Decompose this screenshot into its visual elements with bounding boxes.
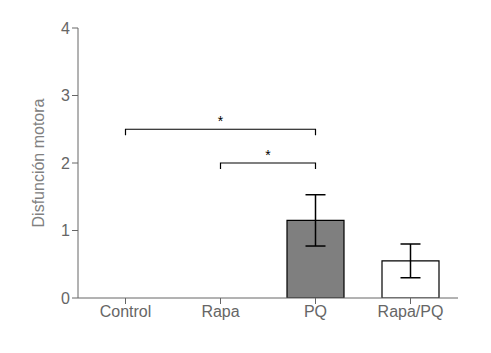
svg-text:4: 4 <box>61 20 70 37</box>
svg-text:0: 0 <box>61 290 70 307</box>
svg-text:Rapa: Rapa <box>201 303 239 320</box>
svg-text:Rapa/PQ: Rapa/PQ <box>378 303 444 320</box>
svg-text:*: * <box>265 147 271 163</box>
svg-text:Control: Control <box>100 303 152 320</box>
svg-text:Disfunción motora: Disfunción motora <box>30 98 47 227</box>
svg-text:2: 2 <box>61 155 70 172</box>
svg-text:3: 3 <box>61 87 70 104</box>
svg-text:1: 1 <box>61 222 70 239</box>
svg-text:*: * <box>218 113 224 129</box>
svg-text:PQ: PQ <box>304 303 327 320</box>
